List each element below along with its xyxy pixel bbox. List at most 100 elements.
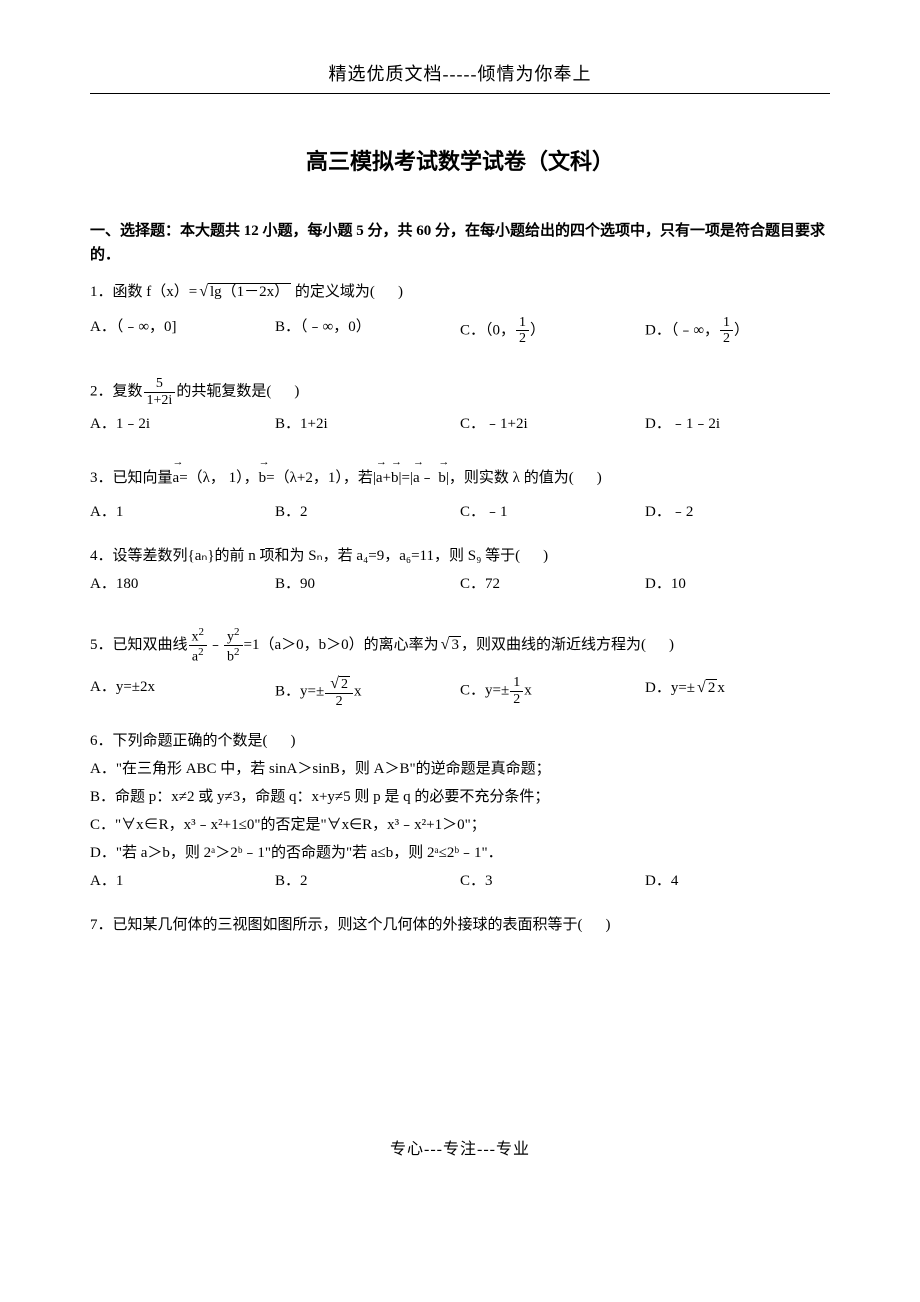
question-5: 5．已知双曲线x2a2﹣y2b2=1（a＞0，b＞0）的离心率为3，则双曲线的渐…: [90, 626, 830, 709]
header-rule: [90, 93, 830, 94]
q5-num1: x2: [189, 626, 208, 646]
q5-optC-pre: C．y=±: [460, 683, 509, 699]
q1-optA: A．（﹣∞，0]: [90, 315, 275, 347]
q3-vec-b: b: [259, 466, 267, 490]
q5-optD-rad: 2: [706, 679, 718, 696]
q3-vec-a3: a: [413, 466, 420, 490]
q3-vec-a: a: [173, 466, 180, 490]
q1-optC-den: 2: [516, 331, 529, 346]
q4-text: 4．设等差数列{aₙ}的前 n 项和为 Sₙ，若 a₄=9，a₆=11，则 S₉…: [90, 548, 520, 564]
question-6: 6．下列命题正确的个数是( ) A．"在三角形 ABC 中，若 sinA＞sin…: [90, 729, 830, 893]
q5-sqrt3-rad: 3: [449, 636, 461, 653]
q3-minus: ﹣: [420, 470, 435, 486]
q1-sqrt: lg（1－2x）: [197, 279, 291, 305]
q1-options: A．（﹣∞，0] B．（﹣∞，0） C．（0，12） D．（﹣∞，12）: [90, 315, 830, 347]
q5-optB-pre: B．y=±: [275, 684, 324, 700]
q5-optC: C．y=±12x: [460, 675, 645, 709]
page-header: 精选优质文档-----倾情为你奉上: [90, 60, 830, 89]
q5-stem: 5．已知双曲线x2a2﹣y2b2=1（a＞0，b＞0）的离心率为 3，则双曲线的渐…: [90, 626, 830, 665]
q6-stem: 6．下列命题正确的个数是( ): [90, 729, 830, 753]
q5-optB-den: 2: [325, 694, 353, 709]
q4-optB: B．90: [275, 572, 460, 596]
q5-text-mid: =1（a＞0，b＞0）的离心率为: [244, 637, 439, 653]
q2-text-post: 的共轭复数是(: [176, 384, 271, 400]
q5-optB-num: 2: [325, 675, 353, 694]
question-3: 3．已知向量a=（λ， 1），b=（λ+2，1），若|a+b|=|a﹣ b|，则…: [90, 466, 830, 524]
q1-optC: C．（0，12）: [460, 315, 645, 347]
q7-blank: [583, 917, 606, 933]
q5-optB-frac: 22: [325, 675, 353, 709]
q5-optB-post: x: [354, 684, 362, 700]
q5-minus: ﹣: [208, 637, 223, 653]
q1-text-end: ): [398, 284, 403, 300]
q6-blank: [268, 733, 291, 749]
q5-text-pre: 5．已知双曲线: [90, 637, 188, 653]
q4-optD: D．10: [645, 572, 830, 596]
q7-text-end: ): [606, 917, 611, 933]
q1-optD-num: 1: [720, 315, 733, 331]
q7-stem: 7．已知某几何体的三视图如图所示，则这个几何体的外接球的表面积等于( ): [90, 913, 830, 937]
q6-lineA: A．"在三角形 ABC 中，若 sinA＞sinB，则 A＞B"的逆命题是真命题…: [90, 757, 830, 781]
q5-text-post: ，则双曲线的渐近线方程为(: [461, 637, 646, 653]
q1-optC-pre: C．（0，: [460, 322, 515, 338]
q6-optA: A．1: [90, 869, 275, 893]
q4-stem: 4．设等差数列{aₙ}的前 n 项和为 Sₙ，若 a₄=9，a₆=11，则 S₉…: [90, 544, 830, 568]
q1-optD-frac: 12: [720, 315, 733, 347]
q4-blank: [520, 548, 543, 564]
q1-text-post: 的定义域为(: [291, 284, 375, 300]
q2-optC: C．﹣1+2i: [460, 412, 645, 436]
q1-optC-num: 1: [516, 315, 529, 331]
q3-text-end: ): [597, 470, 602, 486]
q3-vec-b2: b: [391, 466, 399, 490]
q4-text-end: ): [543, 548, 548, 564]
q6-lineD: D．"若 a＞b，则 2ᵃ＞2ᵇ﹣1"的否命题为"若 a≤b，则 2ᵃ≤2ᵇ﹣1…: [90, 841, 830, 865]
q3-text-pre: 3．已知向量: [90, 470, 173, 486]
q2-stem: 2．复数51+2i的共轭复数是( ): [90, 376, 830, 408]
q2-optD: D．﹣1﹣2i: [645, 412, 830, 436]
document-title: 高三模拟考试数学试卷（文科）: [90, 144, 830, 179]
q2-den: 1+2i: [144, 393, 176, 408]
q6-text-end: ): [291, 733, 296, 749]
q5-frac2: y2b2: [224, 626, 243, 665]
q2-frac: 51+2i: [144, 376, 176, 408]
q3-optA: A．1: [90, 500, 275, 524]
q1-optB: B．（﹣∞，0）: [275, 315, 460, 347]
section-1-heading: 一、选择题：本大题共 12 小题，每小题 5 分，共 60 分，在每小题给出的四…: [90, 219, 830, 267]
q5-optD: D．y=± 2x: [645, 675, 830, 709]
q5-blank: [646, 637, 669, 653]
question-7: 7．已知某几何体的三视图如图所示，则这个几何体的外接球的表面积等于( ): [90, 913, 830, 937]
q3-vec-a2: a: [376, 466, 383, 490]
q5-den2: b2: [224, 646, 243, 665]
q1-optD: D．（﹣∞，12）: [645, 315, 830, 347]
q5-optD-pre: D．y=±: [645, 680, 695, 696]
q5-optB: B．y=±22x: [275, 675, 460, 709]
q3-blank: [574, 470, 597, 486]
q1-optD-den: 2: [720, 331, 733, 346]
q3-options: A．1 B．2 C．﹣1 D．﹣2: [90, 500, 830, 524]
q5-text-end: ): [669, 637, 674, 653]
q3-optC: C．﹣1: [460, 500, 645, 524]
q1-blank: [375, 284, 398, 300]
q3-stem: 3．已知向量a=（λ， 1），b=（λ+2，1），若|a+b|=|a﹣ b|，则…: [90, 466, 830, 490]
q3-mid3: |=|: [399, 470, 413, 486]
q2-num: 5: [144, 376, 176, 392]
q5-options: A．y=±2x B．y=±22x C．y=±12x D．y=±2x: [90, 675, 830, 709]
q4-options: A．180 B．90 C．72 D．10: [90, 572, 830, 596]
q6-lineC: C．"∀x∈R，x³﹣x²+1≤0"的否定是"∀x∈R，x³﹣x²+1＞0"；: [90, 813, 830, 837]
q5-frac1: x2a2: [189, 626, 208, 665]
q4-optA: A．180: [90, 572, 275, 596]
q1-sqrt-content: lg（1－2x）: [208, 283, 291, 300]
q6-text: 6．下列命题正确的个数是(: [90, 733, 268, 749]
q5-optC-post: x: [524, 683, 532, 699]
q1-optD-pre: D．（﹣∞，: [645, 322, 719, 338]
q2-optA: A．1﹣2i: [90, 412, 275, 436]
q1-text-pre: 1．函数 f（x）=: [90, 284, 197, 300]
q7-text: 7．已知某几何体的三视图如图所示，则这个几何体的外接球的表面积等于(: [90, 917, 583, 933]
q2-text-pre: 2．复数: [90, 384, 143, 400]
q5-optD-post: x: [717, 680, 725, 696]
q3-optB: B．2: [275, 500, 460, 524]
q5-den1: a2: [189, 646, 208, 665]
q5-optD-sqrt: 2: [695, 675, 717, 701]
q5-optC-frac: 12: [510, 675, 523, 707]
q5-optA: A．y=±2x: [90, 675, 275, 709]
